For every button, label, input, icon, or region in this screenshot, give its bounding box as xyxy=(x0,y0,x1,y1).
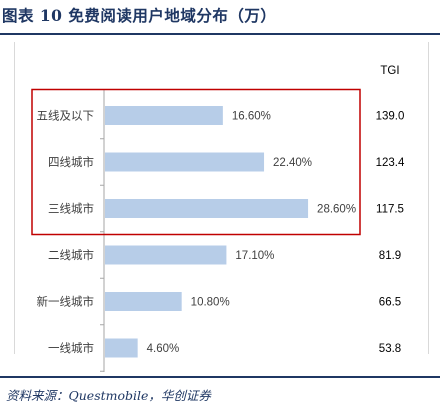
chart-frame-left-edge xyxy=(14,42,15,354)
chart-header: 图表 10 免费阅读用户地域分布（万） xyxy=(0,0,440,35)
data-label: 17.10% xyxy=(235,250,274,262)
data-label: 22.40% xyxy=(273,157,312,169)
category-label: 四线城市 xyxy=(48,155,94,169)
tgi-value: 66.5 xyxy=(379,297,401,309)
tgi-value: 123.4 xyxy=(376,157,405,169)
tgi-value: 53.8 xyxy=(379,343,401,355)
data-label: 28.60% xyxy=(317,204,356,216)
bar xyxy=(105,106,223,125)
chart-title: 图表 10 免费阅读用户地域分布（万） xyxy=(2,6,277,25)
chart-frame-right-edge xyxy=(428,42,429,354)
category-label: 五线及以下 xyxy=(37,109,95,123)
highlight-box xyxy=(31,88,361,236)
bar xyxy=(105,245,227,265)
data-label: 4.60% xyxy=(147,343,180,355)
category-label: 三线城市 xyxy=(48,202,94,216)
bar xyxy=(105,199,309,218)
category-label: 一线城市 xyxy=(48,341,94,355)
source-note: 资料来源：Questmobile，华创证券 xyxy=(6,388,211,403)
category-label: 二线城市 xyxy=(48,248,94,262)
data-label: 10.80% xyxy=(191,297,230,309)
tgi-value: 139.0 xyxy=(376,111,405,123)
data-label: 16.60% xyxy=(232,111,271,123)
title-divider xyxy=(0,33,440,35)
bar xyxy=(105,338,138,358)
tgi-header: TGI xyxy=(380,65,399,77)
tgi-value: 117.5 xyxy=(376,204,404,216)
tgi-value: 81.9 xyxy=(379,250,401,262)
bar xyxy=(105,152,265,172)
bar xyxy=(105,292,182,311)
category-label: 新一线城市 xyxy=(37,295,95,309)
footer-divider xyxy=(0,376,440,378)
